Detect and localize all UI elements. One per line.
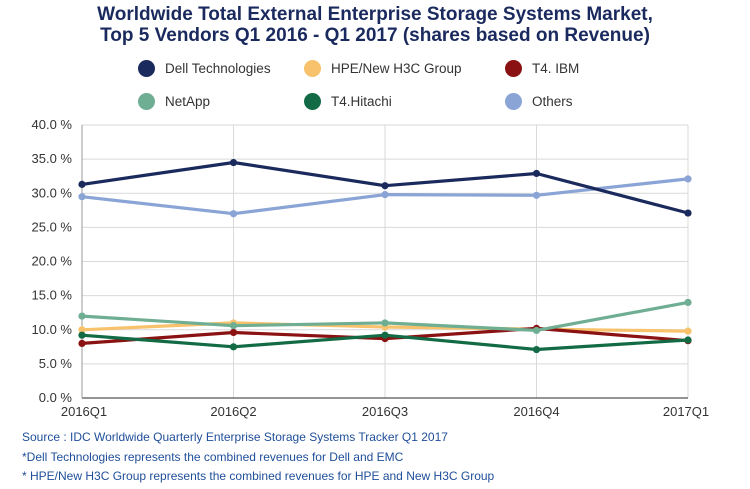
data-point-netapp xyxy=(78,312,86,320)
legend-label-ibm: T4. IBM xyxy=(532,61,580,76)
legend-swatch-netapp xyxy=(138,93,155,110)
legend-swatch-others xyxy=(505,93,522,110)
data-point-others xyxy=(381,191,389,199)
legend-swatch-hitachi xyxy=(304,93,321,110)
data-point-t4-hitachi xyxy=(684,336,692,344)
y-tick-label: 15.0 % xyxy=(32,288,73,303)
y-tick-label: 25.0 % xyxy=(32,219,73,234)
y-tick-label: 5.0 % xyxy=(39,356,73,371)
y-tick-label: 0.0 % xyxy=(39,390,73,405)
legend-label-dell: Dell Technologies xyxy=(165,61,271,76)
data-point-t4-ibm xyxy=(229,328,238,337)
legend-label-hpe: HPE/New H3C Group xyxy=(331,61,462,76)
tick-labels: 0.0 % 5.0 % 10.0 % 15.0 % 20.0 % 25.0 % 30.0 %… xyxy=(32,117,710,419)
legend: Dell Technologies HPE/New H3C Group T4. … xyxy=(0,60,750,120)
data-point-hpe-new-h3c-group xyxy=(78,326,86,334)
data-point-dell-technologies xyxy=(78,180,86,188)
source-note: Source : IDC Worldwide Quarterly Enterpr… xyxy=(22,430,448,444)
legend-swatch-hpe xyxy=(304,60,321,77)
grid-lines xyxy=(81,124,689,399)
data-point-dell-technologies xyxy=(684,209,692,217)
data-point-others xyxy=(532,191,541,199)
x-tick-label: 2016Q1 xyxy=(61,404,107,419)
data-point-t4-ibm xyxy=(78,339,86,347)
data-point-dell-technologies xyxy=(229,158,238,167)
data-point-t4-hitachi xyxy=(532,345,541,354)
legend-swatch-dell xyxy=(138,60,155,77)
footnotes: Source : IDC Worldwide Quarterly Enterpr… xyxy=(22,428,494,487)
y-tick-label: 40.0 % xyxy=(32,117,73,132)
data-point-t4-hitachi xyxy=(381,331,389,339)
data-point-t4-hitachi xyxy=(78,331,86,339)
legend-item-ibm[interactable]: T4. IBM xyxy=(505,60,579,77)
data-point-netapp xyxy=(381,319,389,327)
x-tick-label: 2016Q3 xyxy=(362,404,408,419)
legend-swatch-ibm xyxy=(505,60,522,77)
legend-item-hpe[interactable]: HPE/New H3C Group xyxy=(304,60,462,77)
data-point-netapp xyxy=(684,298,692,307)
legend-label-netapp: NetApp xyxy=(165,94,211,109)
data-point-others xyxy=(684,175,692,183)
legend-item-others[interactable]: Others xyxy=(505,93,573,110)
x-tick-label: 2016Q2 xyxy=(210,404,256,419)
x-tick-label: 2016Q4 xyxy=(513,404,559,419)
data-point-hpe-new-h3c-group xyxy=(684,327,692,335)
legend-item-netapp[interactable]: NetApp xyxy=(138,93,210,110)
y-tick-label: 30.0 % xyxy=(32,185,73,200)
data-point-netapp xyxy=(532,326,541,335)
series-lines xyxy=(78,158,692,354)
legend-item-dell[interactable]: Dell Technologies xyxy=(138,60,271,77)
y-tick-label: 35.0 % xyxy=(32,151,73,166)
chart-title-line-2: Top 5 Vendors Q1 2016 - Q1 2017 (shares … xyxy=(100,25,650,46)
hpe-footnote: * HPE/New H3C Group represents the combi… xyxy=(22,469,495,483)
data-point-dell-technologies xyxy=(532,169,541,178)
legend-label-others: Others xyxy=(532,94,573,109)
data-point-t4-hitachi xyxy=(229,343,238,351)
data-point-others xyxy=(229,210,238,218)
data-point-dell-technologies xyxy=(381,182,389,190)
y-tick-label: 10.0 % xyxy=(32,322,73,337)
data-point-netapp xyxy=(229,322,238,330)
y-tick-label: 20.0 % xyxy=(32,254,73,269)
axes xyxy=(81,125,688,399)
x-tick-label: 2017Q1 xyxy=(663,404,709,419)
legend-label-hitachi: T4.Hitachi xyxy=(331,94,392,109)
data-point-others xyxy=(78,193,86,201)
legend-item-hitachi[interactable]: T4.Hitachi xyxy=(304,93,392,110)
chart-title-line-1: Worldwide Total External Enterprise Stor… xyxy=(97,4,653,25)
chart-title: Worldwide Total External Enterprise Stor… xyxy=(0,4,750,46)
dell-footnote: *Dell Technologies represents the combin… xyxy=(22,449,404,464)
